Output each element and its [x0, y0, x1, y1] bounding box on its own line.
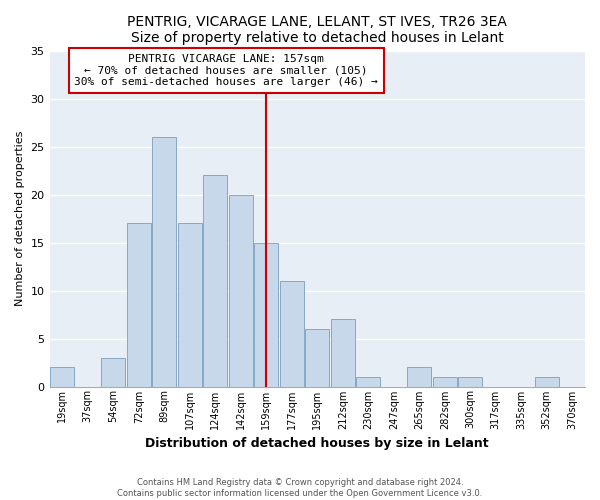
Bar: [152, 137, 176, 386]
Bar: [178, 224, 202, 386]
Bar: [535, 377, 559, 386]
Bar: [407, 368, 431, 386]
Bar: [305, 329, 329, 386]
Bar: [229, 194, 253, 386]
Bar: [127, 224, 151, 386]
Text: Contains HM Land Registry data © Crown copyright and database right 2024.
Contai: Contains HM Land Registry data © Crown c…: [118, 478, 482, 498]
Bar: [433, 377, 457, 386]
Bar: [254, 242, 278, 386]
Y-axis label: Number of detached properties: Number of detached properties: [15, 131, 25, 306]
Bar: [280, 281, 304, 386]
Title: PENTRIG, VICARAGE LANE, LELANT, ST IVES, TR26 3EA
Size of property relative to d: PENTRIG, VICARAGE LANE, LELANT, ST IVES,…: [127, 15, 507, 45]
Text: PENTRIG VICARAGE LANE: 157sqm
← 70% of detached houses are smaller (105)
30% of : PENTRIG VICARAGE LANE: 157sqm ← 70% of d…: [74, 54, 378, 87]
Bar: [331, 320, 355, 386]
Bar: [101, 358, 125, 386]
Bar: [203, 176, 227, 386]
Bar: [458, 377, 482, 386]
Bar: [356, 377, 380, 386]
X-axis label: Distribution of detached houses by size in Lelant: Distribution of detached houses by size …: [145, 437, 489, 450]
Bar: [50, 368, 74, 386]
